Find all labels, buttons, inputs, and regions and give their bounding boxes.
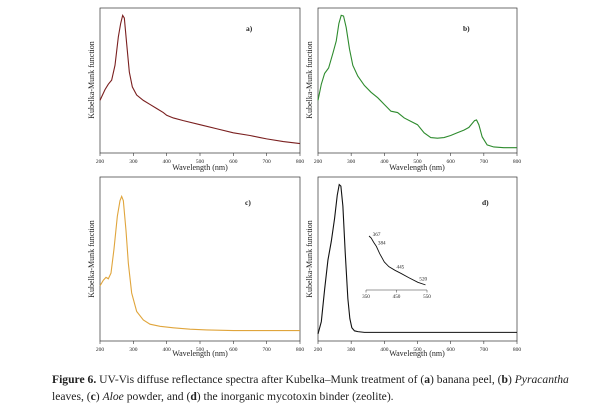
panel-b-xtick-label: 600 xyxy=(447,159,456,165)
panel-c-xtick-label: 600 xyxy=(229,347,238,353)
panel-c-xtick-label: 700 xyxy=(263,347,272,353)
panel-a-ylabel: Kubelka-Munk function xyxy=(87,41,96,119)
panel-c-xtick-label: 300 xyxy=(129,347,138,353)
panel-d-xtick-label: 500 xyxy=(413,347,422,353)
panel-a-ticks: 200 300 400 500 600 700 800 xyxy=(96,153,305,165)
panel-c-xlabel: Wavelength (nm) xyxy=(172,349,228,358)
panel-a-xtick-label: 700 xyxy=(263,159,272,165)
panel-a-frame xyxy=(99,7,301,154)
panel-a-xlabel: Wavelength (nm) xyxy=(172,163,228,172)
panel-d-xtick-label: 300 xyxy=(347,347,356,353)
inset-curve xyxy=(368,235,426,286)
panel-d-xtick-label: 800 xyxy=(513,347,522,353)
inset-xtick-label: 550 xyxy=(423,294,431,300)
inset-annotation: 520 xyxy=(419,276,427,282)
panel-a-xtick-label: 500 xyxy=(196,159,205,165)
inset-annotation: 445 xyxy=(396,264,404,270)
caption-pyracantha: Pyracantha xyxy=(514,373,569,386)
panel-a-xtick-label: 300 xyxy=(129,159,138,165)
panel-c-ticks: 200 300 400 500 600 700 800 xyxy=(96,341,305,353)
caption-aloe: Aloe xyxy=(102,390,124,403)
inset-annotation: 384 xyxy=(378,240,386,246)
panel-c: 200 300 400 500 600 700 800 c) Wavelength (nm)… xyxy=(87,176,305,358)
panel-a-xtick-label: 800 xyxy=(296,159,305,165)
panel-c-xtick-label: 200 xyxy=(96,347,105,353)
caption-d: d xyxy=(190,390,197,403)
panel-c-xtick-label: 400 xyxy=(163,347,172,353)
panel-d-inset: 350 450 550 367 384 445 520 xyxy=(362,232,431,300)
panel-b-ylabel: Kubelka-Munk function xyxy=(305,41,314,119)
panel-b-ticks: 200 300 400 500 600 700 800 xyxy=(314,153,522,165)
inset-annotation: 367 xyxy=(373,232,381,238)
panel-c-xtick-label: 800 xyxy=(296,347,305,353)
panel-b-curve xyxy=(317,14,517,149)
panel-b-xtick-label: 300 xyxy=(347,159,356,165)
panel-d-ticks: 200 300 400 500 600 700 800 xyxy=(314,341,522,353)
caption-a: a xyxy=(424,373,431,386)
caption-text-5: ) xyxy=(95,390,103,403)
caption-figure-label: Figure 6. xyxy=(52,373,97,386)
panel-a: 200 300 400 500 600 700 800 a) Wavelength (nm)… xyxy=(87,7,305,172)
caption-text-2: ) banana peel, ( xyxy=(430,373,502,386)
panel-b-label: b) xyxy=(463,24,470,33)
caption-text-6: powder, and ( xyxy=(123,390,191,403)
panel-c-label: c) xyxy=(245,198,251,207)
panel-d-xtick-label: 600 xyxy=(447,347,456,353)
inset-xtick-label: 350 xyxy=(362,294,370,300)
inset-xtick-label: 450 xyxy=(393,294,401,300)
caption-text-3: ) xyxy=(507,373,515,386)
panel-d-xlabel: Wavelength (nm) xyxy=(389,349,445,358)
panel-a-xtick-label: 200 xyxy=(96,159,105,165)
panel-b-frame xyxy=(317,7,518,154)
panel-a-xtick-label: 400 xyxy=(163,159,172,165)
panel-b-xtick-label: 800 xyxy=(513,159,522,165)
panel-d-label: d) xyxy=(482,198,489,207)
caption-text-7: ) the inorganic mycotoxin binder (zeolit… xyxy=(196,390,394,403)
panel-b-xtick-label: 400 xyxy=(380,159,389,165)
panel-c-ylabel: Kubelka-Munk function xyxy=(87,220,96,298)
panel-b-xtick-label: 700 xyxy=(480,159,489,165)
caption-b: b xyxy=(501,373,508,386)
panel-c-xtick-label: 500 xyxy=(196,347,205,353)
panel-b: 200 300 400 500 600 700 800 b) Wavelength (nm)… xyxy=(305,7,522,172)
caption-text-1: UV-Vis diffuse reflectance spectra after… xyxy=(96,373,425,386)
panel-d-ylabel: Kubelka-Munk function xyxy=(305,220,314,298)
panel-c-curve xyxy=(99,194,300,332)
panel-b-xtick-label: 500 xyxy=(413,159,422,165)
panel-a-label: a) xyxy=(246,24,253,33)
panel-d-xtick-label: 400 xyxy=(380,347,389,353)
panel-a-curve xyxy=(99,13,301,145)
figure-caption: Figure 6. UV-Vis diffuse reflectance spe… xyxy=(52,371,592,405)
panel-b-xlabel: Wavelength (nm) xyxy=(389,163,445,172)
panel-b-xtick-label: 200 xyxy=(314,159,323,165)
caption-text-4: leaves, ( xyxy=(52,390,91,403)
panel-d-xtick-label: 700 xyxy=(480,347,489,353)
panel-d: 200 300 400 500 600 700 800 d) Wavelength (nm)… xyxy=(305,176,522,358)
caption-c: c xyxy=(90,390,96,403)
panel-d-curve xyxy=(317,183,517,335)
panel-d-xtick-label: 200 xyxy=(314,347,323,353)
panel-a-xtick-label: 600 xyxy=(229,159,238,165)
panel-c-frame xyxy=(99,176,301,342)
